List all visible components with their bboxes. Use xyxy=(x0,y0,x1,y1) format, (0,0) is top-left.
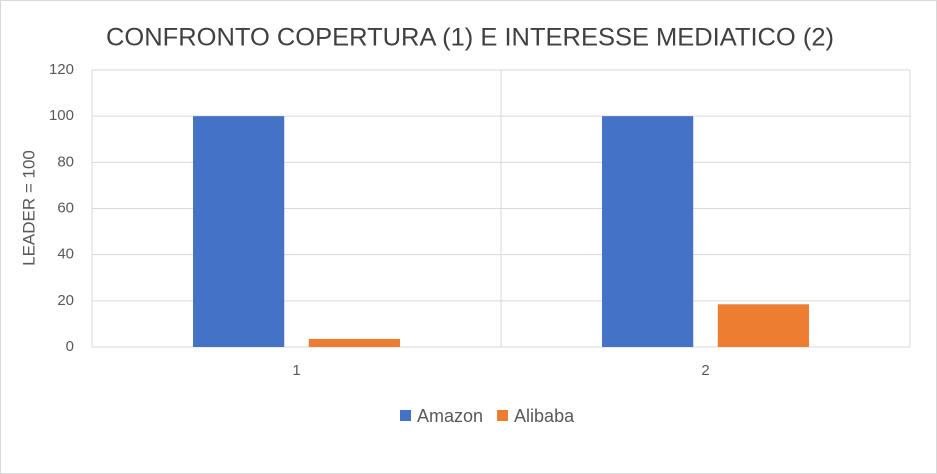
y-tick-label: 20 xyxy=(57,292,74,309)
chart-title: CONFRONTO COPERTURA (1) E INTERESSE MEDI… xyxy=(106,24,834,52)
y-tick-label: 80 xyxy=(57,153,74,170)
bar xyxy=(308,338,400,347)
bar xyxy=(717,304,809,347)
legend-swatch xyxy=(400,410,411,421)
y-axis-label: LEADER = 100 xyxy=(19,150,38,266)
y-tick-label: 0 xyxy=(66,338,74,355)
y-tick-label: 60 xyxy=(57,199,74,216)
y-tick-label: 120 xyxy=(49,61,74,78)
y-tick-label: 40 xyxy=(57,246,74,263)
legend-label: Amazon xyxy=(417,406,483,426)
bar xyxy=(193,116,285,348)
x-tick-label: 2 xyxy=(701,362,709,379)
x-tick-label: 1 xyxy=(292,362,300,379)
bar xyxy=(602,116,694,348)
y-tick-label: 100 xyxy=(49,107,74,124)
legend-swatch xyxy=(497,410,509,421)
legend-label: Alibaba xyxy=(514,406,575,426)
